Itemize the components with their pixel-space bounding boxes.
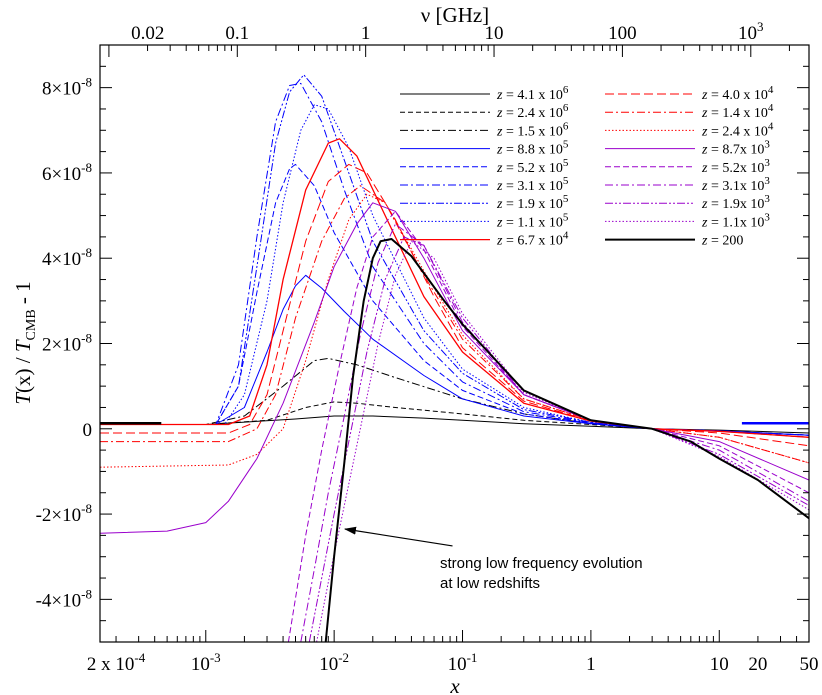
top-tick-label-5: 103 [738,19,764,44]
y-tick-label-3: 2×10-8 [42,331,92,356]
top-tick-label-3: 10 [485,23,504,44]
series-line-12 [100,202,809,534]
legend-label-16: z = 1.1x 103 [701,211,770,230]
legend-label-2: z = 1.5 x 106 [496,120,569,139]
annotation-arrow [343,526,453,547]
x-tick-label-2: 10-2 [319,650,349,675]
top-axis-title: ν [GHz] [421,3,489,27]
legend-label-8: z = 6.7 x 104 [496,230,569,249]
legend-label-3: z = 8.8 x 105 [496,139,569,158]
annotation: strong low frequency evolution at low red… [343,526,643,592]
top-tick-label-0: 0.02 [131,23,164,44]
legend-label-11: z = 2.4 x 104 [701,120,774,139]
y-tick-label-1: 6×10-8 [42,160,92,185]
tick-layer: 2 x 10-4 10-3 10-2 10-1 1 10 20 50 0.02 0.1 1 10 100… [36,19,819,675]
legend-label-4: z = 5.2 x 105 [496,157,569,176]
series-line-7 [100,104,809,436]
y-tick-label-5: -2×10-8 [36,501,92,526]
legend-label-6: z = 1.9 x 105 [496,193,569,212]
series-line-17 [324,238,809,642]
legend-label-7: z = 1.1 x 105 [496,211,569,230]
x-tick-label-6: 20 [748,654,767,675]
series-line-15 [308,236,809,642]
x-tick-label-4: 1 [586,654,596,675]
annotation-line-1: at low redshifts [440,575,540,592]
x-axis-title: x [449,674,460,695]
legend-label-12: z = 8.7x 103 [701,139,770,158]
y-tick-label-2: 4×10-8 [42,245,92,270]
y-tick-label-6: -4×10-8 [36,586,92,611]
series-line-13 [287,210,809,642]
x-tick-label-3: 10-1 [448,650,478,675]
y-axis-title-sub: CMB [24,309,39,340]
series-line-6 [100,74,809,436]
y-axis-title-tail: - 1 [11,281,35,309]
y-tick-label-4: 0 [83,420,93,441]
series-layer [100,74,809,642]
x-tick-label-7: 50 [800,654,819,675]
legend-label-17: z = 200 [701,234,743,249]
legend-label-13: z = 5.2x 103 [701,157,770,176]
top-tick-label-2: 1 [361,23,371,44]
legend-label-0: z = 4.1 x 106 [496,84,569,103]
series-line-3 [100,274,809,436]
y-axis-title-x: (x) / [11,352,35,393]
x-tick-label-0: 2 x 10-4 [87,650,146,675]
annotation-line-0: strong low frequency evolution [440,555,643,572]
legend-label-1: z = 2.4 x 106 [496,102,569,121]
legend-label-9: z = 4.0 x 104 [701,84,774,103]
legend-label-14: z = 3.1x 103 [701,175,770,194]
legend-label-5: z = 3.1 x 105 [496,175,569,194]
legend-label-10: z = 1.4 x 104 [701,102,774,121]
y-tick-label-0: 8×10-8 [42,75,92,100]
y-axis-title: T(x) / TCMB - 1 [11,281,39,404]
series-line-2 [100,357,809,438]
x-tick-label-1: 10-3 [191,650,221,675]
top-tick-label-4: 100 [608,23,637,44]
legend-label-15: z = 1.9x 103 [701,193,770,212]
series-line-14 [300,223,809,642]
y-axis-title-t: T [11,392,35,405]
top-tick-label-1: 0.1 [225,23,249,44]
x-tick-label-5: 10 [710,654,729,675]
y-axis-title-tc: T [11,339,35,352]
